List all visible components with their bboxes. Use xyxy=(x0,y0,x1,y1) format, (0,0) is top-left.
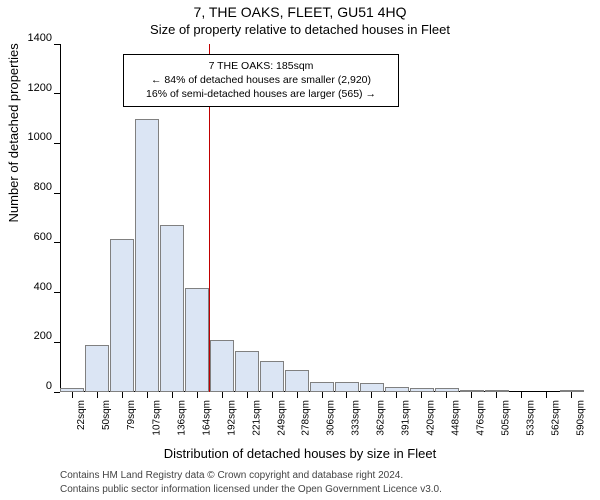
footer-line-1: Contains HM Land Registry data © Crown c… xyxy=(60,470,403,481)
histogram-bar xyxy=(110,239,134,392)
x-tick-label: 562sqm xyxy=(551,400,562,436)
x-tick xyxy=(471,392,472,398)
y-tick-label: 800 xyxy=(34,181,52,193)
x-tick-label: 107sqm xyxy=(151,400,162,436)
x-tick-label: 362sqm xyxy=(376,400,387,436)
y-tick xyxy=(54,93,60,94)
footer-line-2: Contains public sector information licen… xyxy=(60,484,442,495)
x-tick-label: 192sqm xyxy=(226,400,237,436)
y-tick-label: 0 xyxy=(46,380,52,392)
y-tick xyxy=(54,292,60,293)
x-tick xyxy=(521,392,522,398)
info-box-line: 7 THE OAKS: 185sqm xyxy=(132,59,390,73)
y-tick-label: 1000 xyxy=(28,131,52,143)
histogram-bar xyxy=(285,370,309,392)
x-tick-label: 79sqm xyxy=(126,400,137,430)
x-axis-label: Distribution of detached houses by size … xyxy=(0,446,600,461)
x-tick-label: 590sqm xyxy=(576,400,587,436)
x-tick-label: 249sqm xyxy=(276,400,287,436)
x-tick-label: 221sqm xyxy=(251,400,262,436)
x-tick xyxy=(346,392,347,398)
x-tick xyxy=(197,392,198,398)
x-tick-label: 306sqm xyxy=(326,400,337,436)
x-tick xyxy=(571,392,572,398)
y-tick-label: 200 xyxy=(34,330,52,342)
y-tick xyxy=(54,143,60,144)
histogram-bar xyxy=(185,288,209,392)
info-box-line: ← 84% of detached houses are smaller (2,… xyxy=(132,73,390,87)
y-tick-label: 1400 xyxy=(28,32,52,44)
x-tick xyxy=(546,392,547,398)
x-tick xyxy=(322,392,323,398)
histogram-plot: 020040060080010001200140022sqm50sqm79sqm… xyxy=(60,44,584,392)
x-tick xyxy=(446,392,447,398)
histogram-bar xyxy=(310,382,334,392)
y-tick-label: 1200 xyxy=(28,82,52,94)
x-tick-label: 164sqm xyxy=(201,400,212,436)
x-tick-label: 533sqm xyxy=(526,400,537,436)
x-tick xyxy=(222,392,223,398)
x-tick xyxy=(122,392,123,398)
histogram-bar xyxy=(235,351,259,392)
x-tick-label: 22sqm xyxy=(76,400,87,430)
x-tick-label: 420sqm xyxy=(426,400,437,436)
chart-title: 7, THE OAKS, FLEET, GU51 4HQ xyxy=(0,4,600,20)
x-tick-label: 50sqm xyxy=(101,400,112,430)
y-tick xyxy=(54,44,60,45)
y-axis xyxy=(60,44,61,392)
histogram-bar xyxy=(360,383,384,392)
histogram-bar xyxy=(160,225,184,392)
histogram-bar xyxy=(85,345,109,392)
histogram-bar xyxy=(210,340,234,392)
x-tick xyxy=(172,392,173,398)
info-box: 7 THE OAKS: 185sqm← 84% of detached hous… xyxy=(123,54,399,107)
x-tick-label: 333sqm xyxy=(351,400,362,436)
x-tick xyxy=(247,392,248,398)
x-tick xyxy=(297,392,298,398)
histogram-bar xyxy=(335,382,359,392)
x-tick-label: 391sqm xyxy=(401,400,412,436)
x-tick xyxy=(421,392,422,398)
x-tick-label: 278sqm xyxy=(301,400,312,436)
x-tick xyxy=(371,392,372,398)
y-tick xyxy=(54,242,60,243)
y-axis-label: Number of detached properties xyxy=(6,43,21,222)
x-tick-label: 448sqm xyxy=(451,400,462,436)
y-tick-label: 400 xyxy=(34,281,52,293)
x-tick-label: 476sqm xyxy=(476,400,487,436)
x-tick xyxy=(272,392,273,398)
y-tick xyxy=(54,342,60,343)
x-tick xyxy=(147,392,148,398)
x-tick xyxy=(97,392,98,398)
chart-subtitle: Size of property relative to detached ho… xyxy=(0,22,600,37)
x-tick xyxy=(72,392,73,398)
x-tick-label: 505sqm xyxy=(501,400,512,436)
y-tick-label: 600 xyxy=(34,231,52,243)
histogram-bar xyxy=(135,119,159,392)
info-box-line: 16% of semi-detached houses are larger (… xyxy=(132,87,390,101)
y-tick xyxy=(54,193,60,194)
x-tick xyxy=(496,392,497,398)
x-tick-label: 136sqm xyxy=(176,400,187,436)
y-tick xyxy=(54,392,60,393)
x-tick xyxy=(396,392,397,398)
histogram-bar xyxy=(260,361,284,392)
